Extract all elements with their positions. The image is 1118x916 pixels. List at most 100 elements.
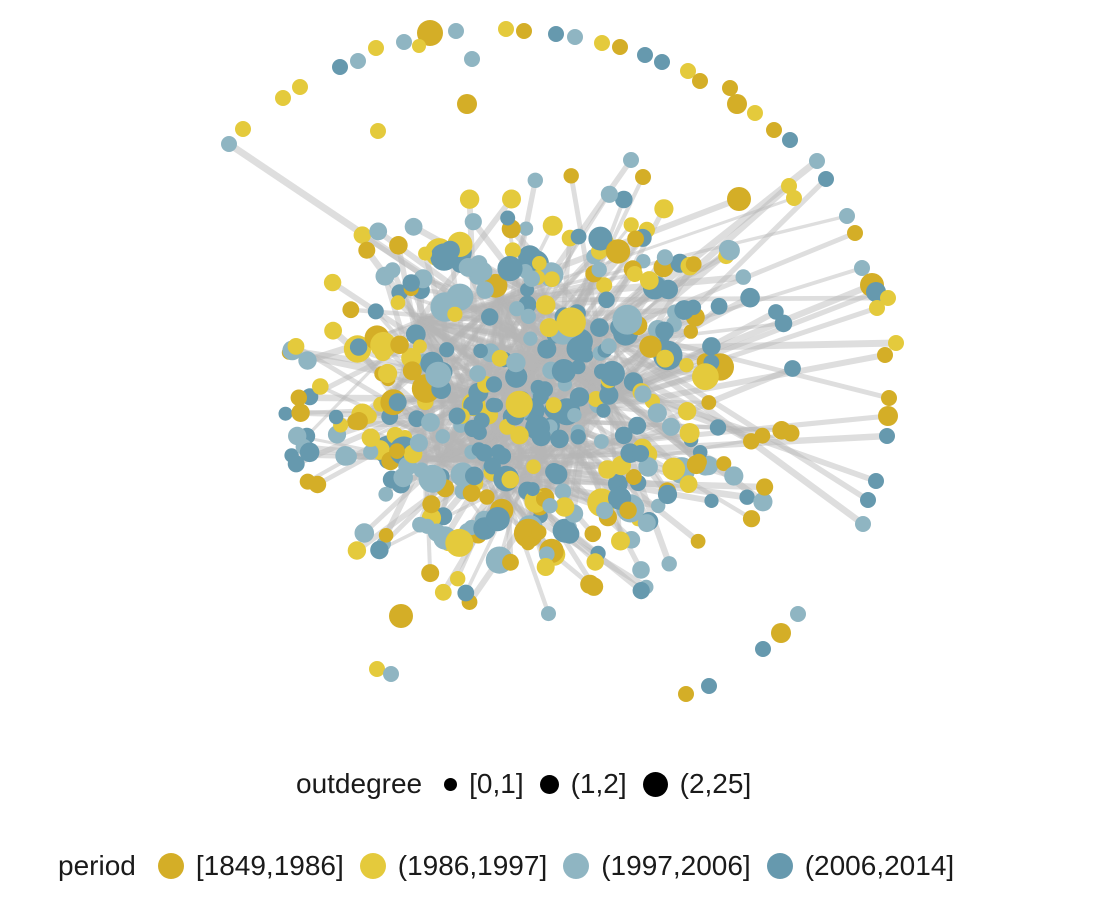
node [784, 360, 801, 377]
nodes [221, 20, 904, 702]
node [615, 190, 633, 209]
node [369, 222, 388, 241]
edge [499, 295, 889, 303]
node [756, 478, 774, 496]
node [349, 338, 368, 356]
node [519, 221, 534, 236]
node [679, 358, 694, 373]
node [701, 678, 717, 694]
node [550, 429, 569, 449]
node [570, 359, 586, 375]
edge [447, 250, 473, 391]
node [651, 498, 666, 514]
node [363, 444, 379, 460]
node [370, 123, 386, 139]
node [570, 228, 587, 245]
node [422, 495, 441, 514]
node [335, 446, 356, 466]
node [389, 443, 405, 459]
node [527, 172, 543, 188]
node [459, 189, 480, 209]
node [457, 94, 477, 114]
node [702, 337, 721, 356]
node [742, 510, 761, 528]
edge [469, 230, 856, 393]
node [658, 279, 678, 300]
node [485, 506, 510, 532]
node [370, 331, 397, 359]
node [312, 378, 329, 395]
node [465, 466, 484, 486]
node [523, 331, 538, 346]
node [368, 40, 384, 56]
node [370, 540, 389, 560]
edge [494, 348, 562, 407]
node [623, 152, 639, 168]
node [878, 406, 898, 426]
node [596, 502, 614, 520]
node [877, 347, 893, 363]
node [378, 486, 394, 502]
node [485, 376, 503, 393]
outdegree-legend-label: (2,25] [679, 768, 752, 799]
node [661, 556, 677, 572]
node [690, 533, 706, 549]
node [586, 553, 604, 571]
node [464, 51, 480, 67]
node [881, 390, 897, 406]
edge [419, 307, 685, 323]
node [560, 524, 580, 544]
edge [464, 479, 522, 594]
node [600, 185, 619, 203]
node [847, 225, 863, 241]
node [290, 389, 307, 406]
period-color-dot-icon [766, 853, 793, 879]
node [531, 524, 547, 540]
node [854, 260, 870, 276]
node [655, 321, 674, 341]
node [735, 269, 752, 285]
node [502, 553, 519, 571]
node [781, 178, 797, 194]
node [450, 571, 466, 587]
node [287, 338, 305, 355]
node [298, 351, 317, 370]
node [483, 457, 501, 475]
node [464, 213, 482, 231]
period-legend-item-4: (2006,2014] [766, 850, 954, 882]
node [554, 497, 575, 517]
node [544, 271, 560, 288]
node [378, 528, 394, 543]
node [704, 493, 719, 508]
node [537, 339, 557, 359]
node [393, 467, 414, 488]
node [278, 406, 293, 421]
edge [498, 298, 701, 464]
node [739, 489, 755, 505]
edge [439, 432, 888, 464]
edge [454, 298, 501, 316]
edge [439, 413, 889, 463]
node [476, 281, 494, 299]
node [418, 464, 447, 493]
node [755, 641, 771, 657]
node [567, 29, 583, 45]
node [532, 388, 549, 405]
period-legend-item-1: [1849,1986] [157, 850, 344, 882]
node [299, 442, 320, 463]
node [584, 525, 602, 543]
node [639, 271, 659, 290]
node [389, 236, 408, 255]
edge [598, 327, 865, 527]
node [639, 335, 662, 358]
node [384, 262, 401, 279]
node [662, 457, 686, 481]
node [535, 295, 556, 315]
node [523, 270, 540, 288]
node [501, 470, 520, 489]
node [342, 301, 360, 319]
edge [477, 315, 532, 461]
edge [419, 317, 764, 439]
node [727, 94, 747, 114]
node [509, 301, 525, 317]
